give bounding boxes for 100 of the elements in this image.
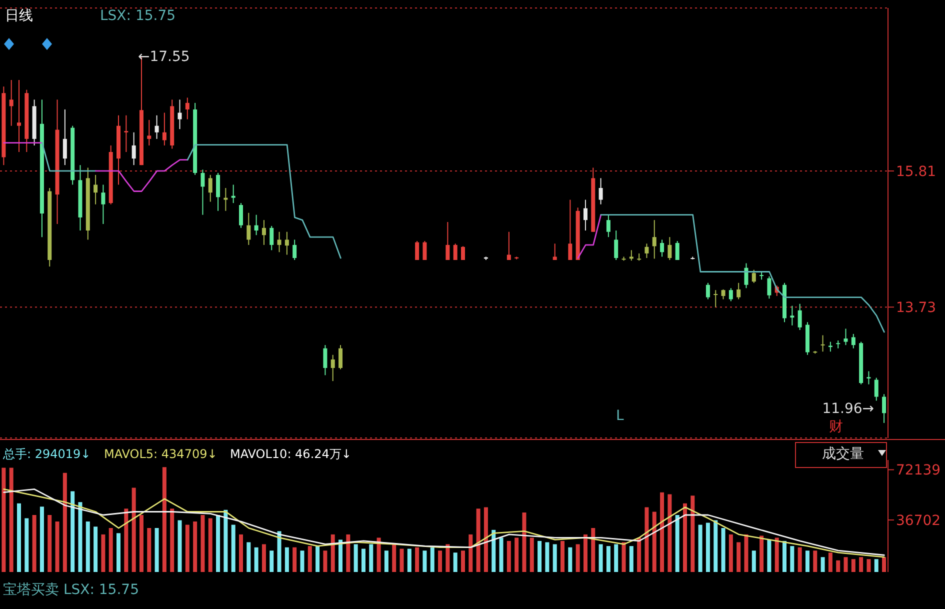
candlestick [798,303,802,331]
bar [844,557,848,572]
bar [598,544,603,572]
bar [851,559,856,572]
candlestick [675,240,680,260]
bar [400,548,404,572]
bar [782,540,787,572]
candlestick [836,340,840,349]
candlestick [338,344,343,370]
bar [698,524,702,572]
y-tick-label: 15.81 [896,164,936,180]
bar [70,491,75,572]
bar [506,540,511,572]
y-tick-label: 36702 [896,512,941,529]
bar [101,534,106,572]
bar [682,503,687,572]
candlestick [415,240,420,260]
candlestick [820,334,825,352]
candlestick [460,246,465,260]
bar [216,515,220,572]
bar [460,550,465,572]
bar [882,557,886,572]
candlestick [506,231,511,260]
bar [874,559,878,572]
candlestick [216,172,220,212]
bar [178,520,182,572]
bar [675,515,680,572]
candlestick [446,222,450,260]
bar [62,472,67,572]
candlestick [714,290,718,308]
candlestick [844,328,848,346]
bar [392,544,396,572]
bar [637,538,642,572]
bar [798,547,802,572]
bar [330,534,335,572]
bar [354,544,358,572]
bar [384,550,388,572]
bar [316,546,320,572]
bar [139,515,144,572]
candlestick [185,97,190,120]
bar [629,546,634,572]
candlestick [568,199,572,260]
bar [415,547,420,572]
bar [790,546,794,572]
bar [614,544,618,572]
candlestick [851,333,856,349]
y-tick-label: 13.73 [896,300,936,316]
bar [224,510,228,572]
bar [538,540,542,572]
line-series [94,159,188,192]
annotation: MAVOL5: 434709↓ [104,446,218,462]
bar [606,546,610,572]
bar [805,550,810,572]
bar [231,524,236,572]
candlestick [101,184,106,224]
bar [767,540,772,572]
bar [583,534,588,572]
bar [568,547,572,572]
bar [622,542,626,572]
bar [422,550,427,572]
candlestick [744,262,748,289]
bar [55,522,60,572]
bar [132,488,136,572]
candlestick [330,354,335,382]
bar [545,542,550,572]
bar [736,542,741,572]
y-tick-label: 72139 [896,462,941,479]
bar [124,508,128,572]
candlestick [62,108,67,166]
candlestick [767,276,772,300]
annotation: 成交量 [822,446,864,462]
text: 宝塔买卖 LSX: 15.75 [3,582,139,598]
bar [760,536,764,572]
candlestick [262,220,266,246]
bar [361,548,366,572]
candlestick [736,282,741,300]
candlestick [721,288,726,300]
candlestick [790,305,794,326]
candlestick [323,344,328,376]
candlestick [606,214,610,238]
line-series [186,144,342,259]
candlestick [94,174,98,205]
annotation: 日线 [5,8,33,24]
bar [813,550,818,572]
candlestick [16,79,21,152]
bar [774,538,779,572]
bar [254,547,258,572]
candlestick [668,236,672,260]
candlestick [728,288,733,302]
annotation: ←17.55 [138,49,190,65]
bar [530,538,534,572]
candlestick [882,394,886,424]
bar [369,544,374,572]
bar [828,552,832,572]
bar [859,557,864,572]
bar [193,522,198,572]
candlestick [652,220,656,260]
candlestick [132,132,136,166]
bar [284,547,289,572]
bar [668,494,672,572]
